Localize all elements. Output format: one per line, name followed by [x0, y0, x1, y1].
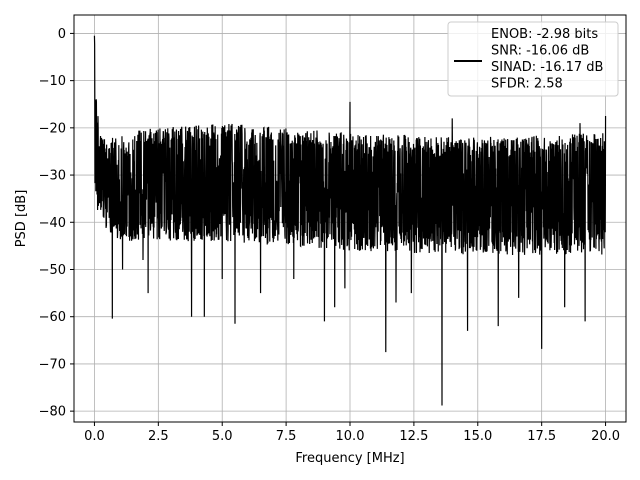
y-tick-label: −60: [39, 310, 66, 325]
x-tick-label: 0.0: [84, 429, 105, 444]
x-tick-label: 7.5: [276, 429, 297, 444]
y-tick-label: −30: [39, 169, 66, 184]
x-axis-label: Frequency [MHz]: [295, 451, 404, 466]
y-tick-label: −40: [39, 216, 66, 231]
x-tick-label: 10.0: [336, 429, 365, 444]
x-tick-label: 17.5: [527, 429, 556, 444]
y-tick-label: −20: [39, 121, 66, 136]
psd-trace: [93, 35, 607, 406]
y-tick-label: 0: [58, 27, 66, 42]
x-tick-label: 2.5: [148, 429, 169, 444]
legend-line: SINAD: -16.17 dB: [491, 60, 603, 75]
x-tick-label: 20.0: [591, 429, 620, 444]
y-tick-label: −50: [39, 263, 66, 278]
legend-box: [447, 21, 619, 97]
x-tick-label: 15.0: [463, 429, 492, 444]
y-tick-label: −80: [39, 405, 66, 420]
y-axis-label: PSD [dB]: [14, 190, 29, 248]
y-tick-label: −10: [39, 74, 66, 89]
y-tick-label: −70: [39, 357, 66, 372]
legend-line: SNR: -16.06 dB: [491, 44, 589, 59]
x-tick-label: 5.0: [212, 429, 233, 444]
axis-ticks: 0.0 2.5 5.0 7.5 10.0 12.5 15.0 17.5 20.0 0 −10 −20 −…: [39, 27, 620, 444]
legend-line: ENOB: -2.98 bits: [491, 27, 598, 42]
legend-line: SFDR: 2.58: [491, 77, 563, 92]
series-psd: [93, 35, 607, 406]
x-tick-label: 12.5: [399, 429, 428, 444]
